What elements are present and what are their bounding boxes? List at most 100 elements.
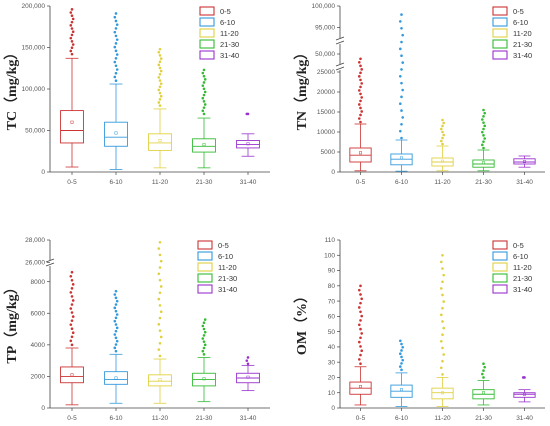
outlier-point: [202, 100, 206, 103]
x-tick-label: 0-5: [356, 179, 366, 186]
outlier-point: [246, 356, 250, 359]
legend-label: 0-5: [220, 7, 231, 16]
legend-label: 21-30: [513, 274, 532, 283]
outlier-point: [70, 311, 74, 314]
outlier-point: [359, 362, 362, 366]
outlier-point: [114, 289, 118, 293]
outlier-point: [483, 124, 487, 128]
outlier-point: [360, 349, 364, 353]
outlier-point: [70, 20, 74, 24]
outlier-point: [482, 121, 485, 124]
outlier-point: [481, 143, 484, 147]
legend-label: 31-40: [218, 285, 237, 294]
outlier-point: [441, 130, 444, 134]
x-tick-label: 31-40: [516, 415, 533, 422]
outlier-point: [359, 106, 362, 110]
outlier-point: [159, 57, 163, 60]
outlier-point: [71, 17, 75, 21]
outlier-point: [113, 60, 117, 64]
outlier-point: [158, 240, 162, 244]
box-iqr: [513, 392, 536, 398]
legend-label: 0-5: [513, 241, 524, 250]
y-axis-label: TP（mg/kg）: [4, 280, 20, 363]
mean-marker: [482, 161, 485, 165]
axis-break-gap: [337, 38, 344, 44]
outlier-point: [401, 33, 405, 37]
y-tick-label: 50: [328, 329, 336, 336]
box-iqr: [148, 374, 172, 387]
mean-marker: [114, 376, 118, 380]
chart-panel-om: 0 10 20 30 40 50 60 70 80 90 100 110 OM（%） 0-5 6-10 11-…: [294, 237, 545, 422]
outlier-point: [70, 335, 74, 339]
outlier-point: [441, 124, 444, 128]
legend-swatch: [492, 50, 508, 60]
outlier-point: [482, 376, 485, 379]
outlier-point: [113, 293, 117, 296]
outlier-point: [71, 299, 75, 302]
outlier-point: [158, 54, 162, 57]
outlier-point: [441, 306, 444, 310]
outlier-point: [440, 313, 443, 317]
y-tick-label: 4000: [31, 342, 46, 349]
outlier-point: [401, 61, 405, 64]
outlier-point: [70, 52, 74, 56]
outlier-point: [158, 66, 162, 70]
legend-label: 21-30: [220, 40, 239, 49]
mean-marker: [482, 391, 485, 395]
outlier-point: [69, 24, 73, 27]
outlier-point: [114, 71, 118, 75]
outlier-point: [115, 313, 119, 316]
outlier-point: [158, 91, 162, 95]
legend-label: 6-10: [513, 18, 528, 27]
outlier-point: [158, 278, 162, 282]
outlier-point: [114, 64, 118, 68]
x-tick-label: 6-10: [109, 415, 122, 422]
legend-swatch: [492, 17, 508, 27]
outlier-point: [114, 42, 118, 45]
x-tick-label: 31-40: [516, 179, 533, 186]
y-tick-label: 5000: [321, 149, 336, 156]
outlier-point: [522, 376, 525, 379]
y-tick-label: 95,000: [315, 25, 335, 32]
chart-panel-tn: 0 5000 10000 15000 20000 25000 50,000 95,000 100…: [294, 3, 545, 186]
axis-break-gap: [47, 260, 54, 266]
outlier-point: [442, 326, 446, 330]
outlier-point: [202, 106, 206, 109]
y-axis-label: TC（mg/kg）: [4, 46, 20, 131]
mean-marker: [523, 160, 526, 164]
y-tick-label: 0: [41, 405, 45, 412]
outlier-point: [360, 314, 364, 318]
outlier-point: [400, 342, 403, 346]
outlier-point: [69, 307, 73, 310]
box-iqr: [104, 371, 128, 385]
outlier-point: [359, 57, 362, 61]
outlier-point: [441, 359, 444, 363]
box-iqr: [60, 110, 84, 144]
outlier-point: [359, 293, 362, 296]
axis-break-mark: [45, 262, 55, 267]
mean-marker: [158, 378, 162, 382]
outlier-point: [157, 63, 161, 67]
mean-marker: [359, 385, 362, 389]
outlier-point: [440, 340, 443, 343]
outlier-point: [70, 278, 74, 282]
legend-swatch: [199, 39, 215, 49]
outlier-point: [158, 304, 162, 307]
legend-label: 0-5: [218, 241, 229, 250]
legend-swatch: [199, 50, 215, 60]
x-tick-label: 21-30: [475, 415, 492, 422]
outlier-point: [69, 49, 73, 53]
legend-swatch: [197, 273, 213, 283]
outlier-point: [115, 326, 119, 330]
outlier-point: [70, 343, 74, 347]
mean-marker: [523, 392, 526, 396]
outlier-point: [114, 12, 118, 15]
outlier-point: [202, 112, 206, 116]
outlier-point: [358, 103, 361, 106]
outlier-point: [401, 345, 405, 349]
outlier-point: [360, 332, 364, 335]
outlier-point: [202, 93, 206, 97]
outlier-point: [442, 300, 446, 303]
outlier-point: [441, 142, 444, 146]
mean-marker: [400, 388, 403, 392]
